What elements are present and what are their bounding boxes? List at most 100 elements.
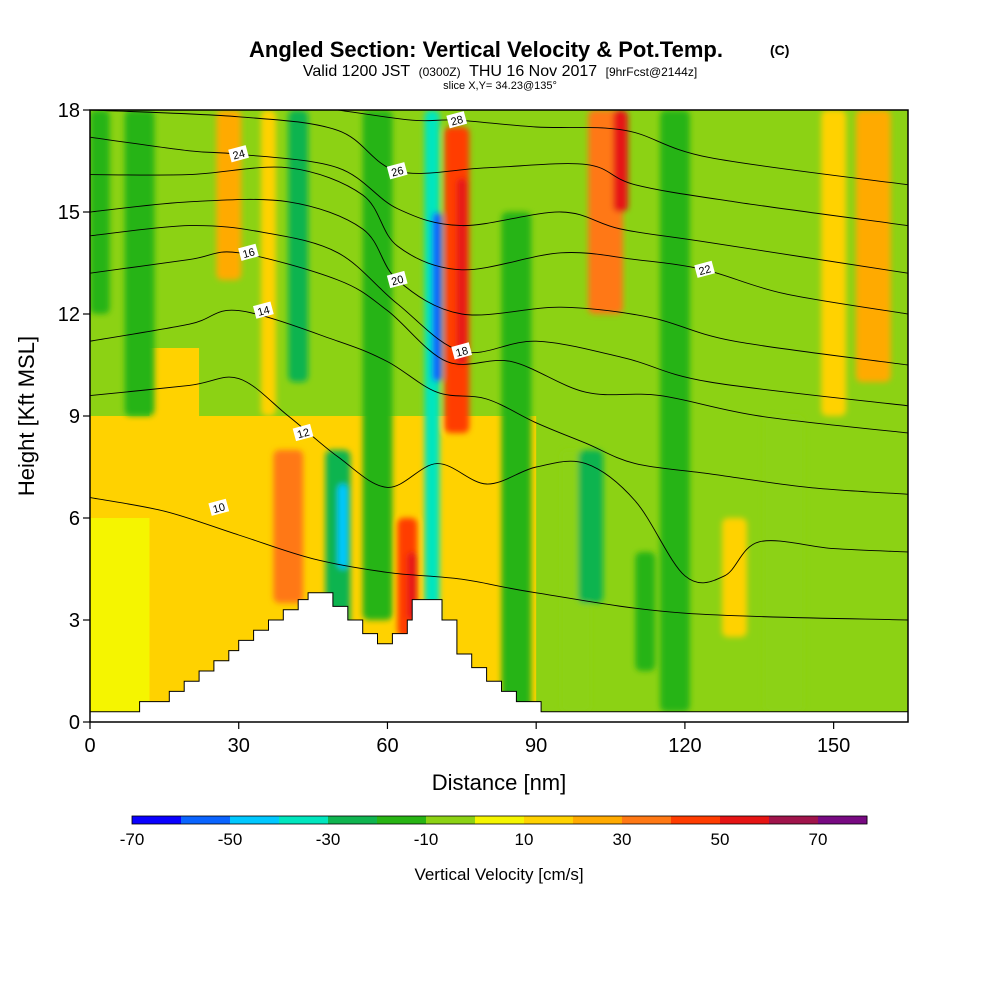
velocity-column-26 — [855, 110, 891, 382]
colorbar-swatch--40 — [279, 816, 329, 824]
x-tick-label-120: 120 — [668, 735, 701, 757]
theta-contour-14 — [90, 309, 908, 495]
contour-label-text: 26 — [390, 165, 405, 180]
subtitle-lead: Valid 1200 JST — [303, 63, 411, 80]
colorbar-swatch--70 — [132, 816, 182, 824]
x-axis-label: Distance [nm] — [432, 770, 567, 795]
theta-contour-24 — [90, 136, 908, 274]
theta-contour-10 — [90, 497, 908, 621]
colorbar-ticks: -70 -50 -30 -10 10 30 50 70 — [120, 830, 828, 849]
y-tick-label-3: 3 — [69, 610, 80, 632]
theta-contours — [90, 110, 908, 621]
x-tick-label-30: 30 — [228, 735, 250, 757]
contour-label-text: 18 — [455, 345, 470, 360]
velocity-column-6 — [288, 110, 309, 382]
y-axis-label: Height [Kft MSL] — [14, 336, 39, 496]
contour-label-28-9: 28 — [446, 111, 468, 129]
contour-label-16-3: 16 — [238, 243, 259, 261]
theta-contour-22 — [90, 166, 908, 315]
terrain — [90, 592, 908, 722]
colorbar-label: Vertical Velocity [cm/s] — [414, 865, 583, 884]
y-tick-label-18: 18 — [58, 100, 80, 122]
contour-label-text: 12 — [296, 427, 311, 442]
colorbar-swatch-40 — [671, 816, 721, 824]
velocity-column-21 — [635, 552, 656, 671]
colorbar-swatch--20 — [377, 816, 427, 824]
colorbar — [131, 815, 868, 825]
velocity-column-9 — [362, 110, 393, 620]
colorbar-swatch--10 — [426, 816, 476, 824]
x-tick-label-90: 90 — [525, 735, 547, 757]
velocity-column-15 — [456, 178, 467, 365]
y-tick-label-15: 15 — [58, 202, 80, 224]
contour-label-text: 10 — [212, 501, 227, 516]
x-tick-label-150: 150 — [817, 735, 850, 757]
colorbar-tick--10: -10 — [414, 830, 439, 849]
chart-subtitle: Valid 1200 JST (0300Z) THU 16 Nov 2017 [… — [303, 63, 697, 80]
x-axis-ticks: 0 30 60 90 120 150 — [84, 722, 850, 757]
colorbar-tick-70: 70 — [809, 830, 828, 849]
velocity-column-24 — [764, 416, 804, 712]
contour-label-12-1: 12 — [292, 423, 314, 442]
colorbar-tick-10: 10 — [515, 830, 534, 849]
subtitle-date: THU 16 Nov 2017 — [469, 63, 597, 80]
theta-contour-20 — [90, 198, 908, 366]
contour-labels: 10 12 14 16 18 20 22 24 26 28 — [208, 111, 715, 516]
subtitle-fcst: [9hrFcst@2144z] — [606, 65, 698, 79]
contour-label-20-5: 20 — [386, 270, 408, 289]
y-tick-label-12: 12 — [58, 304, 80, 326]
velocity-column-16 — [501, 212, 532, 712]
y-tick-label-9: 9 — [69, 406, 80, 428]
colorbar-swatch-30 — [622, 816, 672, 824]
band-west-low — [90, 518, 150, 712]
velocity-column-2 — [216, 110, 242, 280]
colorbar-swatch-20 — [573, 816, 623, 824]
contour-label-text: 14 — [256, 304, 271, 319]
slice-label: slice X,Y= 34.23@135° — [443, 80, 557, 92]
colorbar-tick--30: -30 — [316, 830, 341, 849]
velocity-column-20 — [613, 110, 628, 212]
y-axis-ticks: 0 3 6 9 12 15 18 — [58, 100, 90, 734]
y-tick-label-6: 6 — [69, 508, 80, 530]
contour-label-22-6: 22 — [694, 260, 715, 278]
colorbar-swatch--50 — [230, 816, 280, 824]
colorbar-swatch-10 — [524, 816, 574, 824]
velocity-column-3 — [179, 450, 219, 712]
colorbar-swatch--30 — [328, 816, 378, 824]
velocity-column-18 — [578, 450, 604, 603]
contour-label-text: 16 — [241, 246, 256, 261]
velocity-column-8 — [337, 484, 348, 569]
contour-label-24-7: 24 — [228, 145, 249, 163]
contour-label-text: 20 — [390, 274, 405, 289]
x-tick-label-0: 0 — [84, 735, 95, 757]
velocity-column-22 — [660, 110, 690, 712]
contour-label-text: 28 — [450, 114, 465, 129]
chart-title: Angled Section: Vertical Velocity & Pot.… — [249, 37, 723, 62]
plot-area: 10 12 14 16 18 20 22 24 26 28 — [90, 110, 908, 722]
theta-contour-12 — [90, 376, 908, 584]
velocity-column-23 — [722, 518, 747, 637]
y-tick-label-0: 0 — [69, 712, 80, 734]
colorbar-swatch-70 — [818, 816, 868, 824]
colorbar-tick-30: 30 — [613, 830, 632, 849]
velocity-columns — [90, 110, 891, 712]
contour-label-text: 24 — [232, 148, 247, 163]
colorbar-swatch-50 — [720, 816, 770, 824]
velocity-column-25 — [821, 110, 847, 416]
subtitle-zulu: (0300Z) — [419, 65, 461, 79]
colorbar-tick-50: 50 — [711, 830, 730, 849]
colorbar-tick--50: -50 — [218, 830, 243, 849]
colorbar-swatch--60 — [181, 816, 231, 824]
velocity-column-1 — [124, 110, 155, 416]
colorbar-swatch-0 — [475, 816, 525, 824]
theta-contour-28 — [337, 110, 908, 186]
title-mark: (C) — [770, 42, 789, 58]
velocity-column-5 — [261, 110, 276, 416]
colorbar-tick--70: -70 — [120, 830, 145, 849]
colorbar-swatch-60 — [769, 816, 819, 824]
theta-contour-16 — [90, 251, 908, 434]
velocity-column-4 — [273, 450, 304, 603]
contour-label-26-8: 26 — [386, 162, 408, 180]
contour-label-10-0: 10 — [208, 498, 230, 516]
